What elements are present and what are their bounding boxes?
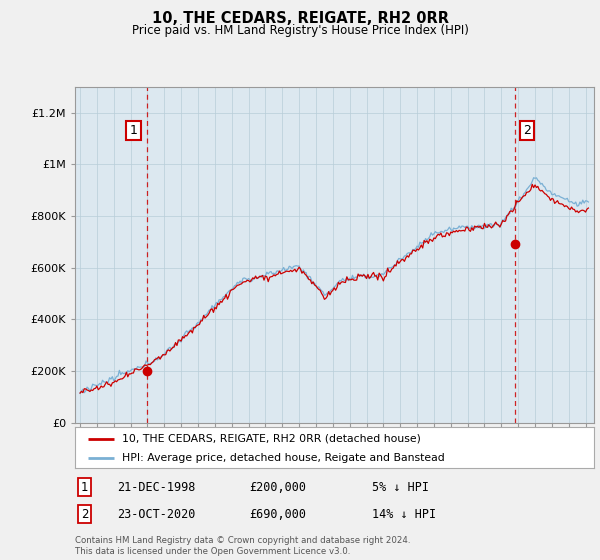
Text: 1: 1 <box>81 480 89 494</box>
Text: 14% ↓ HPI: 14% ↓ HPI <box>372 507 436 521</box>
Text: £200,000: £200,000 <box>249 480 306 494</box>
Text: 21-DEC-1998: 21-DEC-1998 <box>117 480 196 494</box>
Text: Contains HM Land Registry data © Crown copyright and database right 2024.
This d: Contains HM Land Registry data © Crown c… <box>75 536 410 556</box>
Text: £690,000: £690,000 <box>249 507 306 521</box>
Text: 10, THE CEDARS, REIGATE, RH2 0RR (detached house): 10, THE CEDARS, REIGATE, RH2 0RR (detach… <box>122 433 421 444</box>
Text: Price paid vs. HM Land Registry's House Price Index (HPI): Price paid vs. HM Land Registry's House … <box>131 24 469 36</box>
Text: 5% ↓ HPI: 5% ↓ HPI <box>372 480 429 494</box>
Text: 2: 2 <box>81 507 89 521</box>
Text: 23-OCT-2020: 23-OCT-2020 <box>117 507 196 521</box>
Text: 2: 2 <box>523 124 531 137</box>
Text: 10, THE CEDARS, REIGATE, RH2 0RR: 10, THE CEDARS, REIGATE, RH2 0RR <box>151 11 449 26</box>
Text: HPI: Average price, detached house, Reigate and Banstead: HPI: Average price, detached house, Reig… <box>122 452 445 463</box>
Text: 1: 1 <box>130 124 137 137</box>
